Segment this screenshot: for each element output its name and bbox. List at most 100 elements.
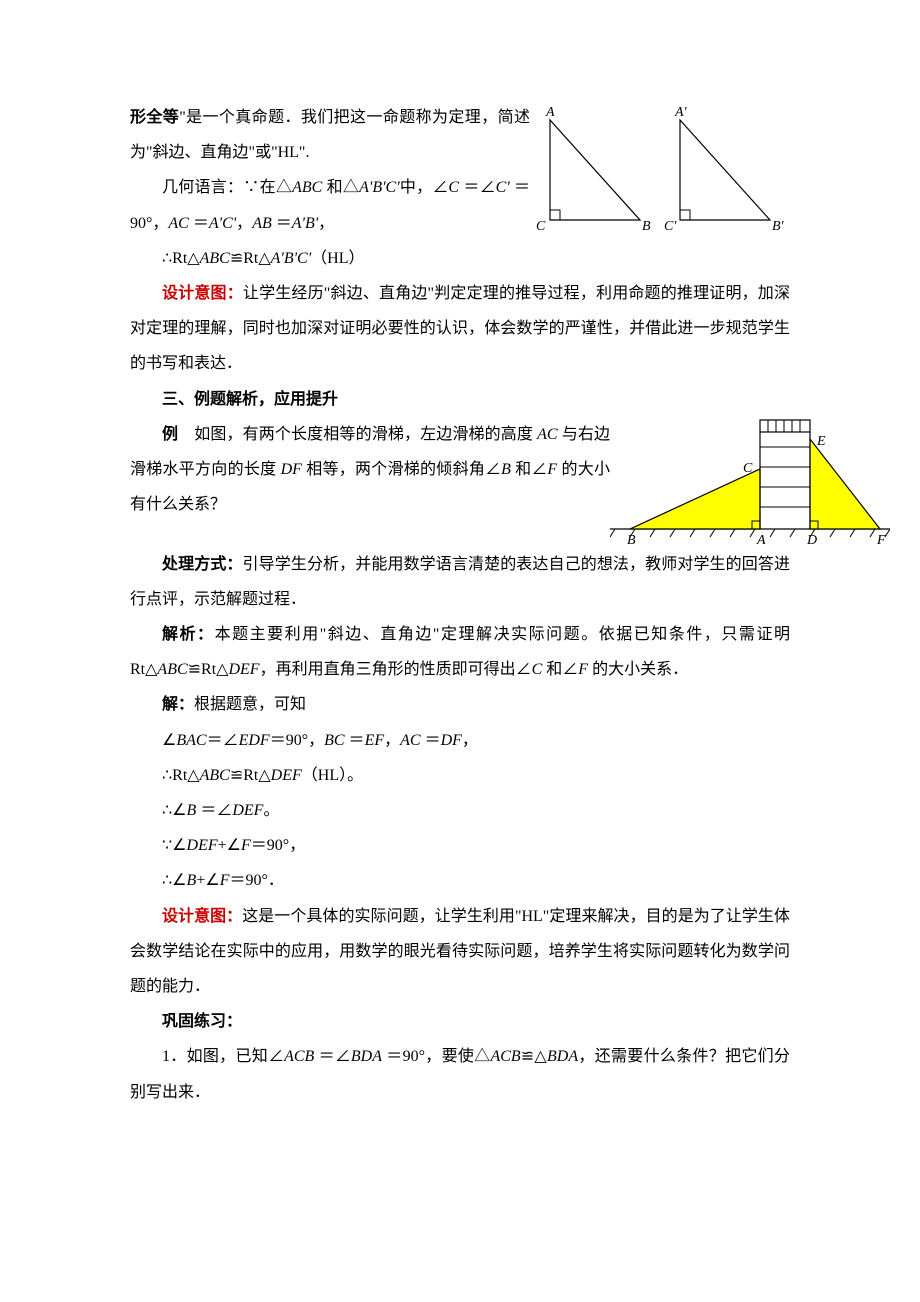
def: DEF: [187, 837, 218, 854]
t: ＝∠: [207, 732, 239, 749]
t: 。: [263, 802, 279, 819]
label-C: C: [536, 219, 546, 234]
figure-triangles: A B C A′ B′ C′: [530, 100, 790, 240]
bold-lead: 形全等: [130, 109, 179, 126]
t: 和∠: [542, 661, 578, 678]
t: 中，∠: [400, 179, 449, 196]
design-intent-label-2: 设计意图：: [162, 908, 242, 925]
para-analysis: 解析：本题主要利用"斜边、直角边"定理解决实际问题。依据已知条件，只需证明 Rt…: [130, 617, 790, 687]
t: ＝: [272, 215, 292, 232]
f: F: [220, 872, 230, 889]
example-lead: 例: [162, 426, 178, 443]
ac2: A'C': [209, 215, 236, 232]
t: ＝: [421, 732, 441, 749]
t: ＝90°，: [251, 837, 305, 854]
label-A2: A: [756, 533, 766, 547]
label-Bprime: B′: [772, 219, 785, 234]
c: C: [532, 661, 543, 678]
triangle-aprime: A′ B′ C′: [664, 105, 785, 234]
label-C2: C: [743, 461, 753, 476]
abc2: A'B'C': [359, 179, 399, 196]
ac: AC: [537, 426, 557, 443]
def: DEF: [271, 767, 302, 784]
acb: ACB: [284, 1048, 314, 1065]
t: ∴Rt△: [162, 250, 200, 267]
t: ≌△: [521, 1048, 547, 1065]
t: ∴∠: [162, 872, 187, 889]
t: ＝90°，要使△: [382, 1048, 490, 1065]
t: ＝∠: [314, 1048, 351, 1065]
ab2: A'B': [292, 215, 318, 232]
t: ＝∠: [196, 802, 232, 819]
bda2: BDA: [547, 1048, 578, 1065]
t: ，: [462, 732, 478, 749]
f: F: [547, 461, 557, 478]
t: 如图，有两个长度相等的滑梯，左边滑梯的高度: [178, 426, 537, 443]
label-E2: E: [816, 434, 826, 449]
solution-line4: ∵∠DEF+∠F＝90°，: [130, 828, 790, 863]
df: DF: [281, 461, 302, 478]
label-D2: D: [806, 533, 817, 547]
solution-label: 解：: [162, 696, 194, 713]
t: ∴∠: [162, 802, 187, 819]
bda: BDA: [351, 1048, 382, 1065]
df: DF: [441, 732, 462, 749]
t: （HL）: [311, 250, 364, 267]
label-B: B: [642, 219, 651, 234]
heading-practice: 巩固练习：: [130, 1004, 790, 1039]
t: ∴Rt△: [162, 767, 200, 784]
solution-line5: ∴∠B+∠F＝90°．: [130, 863, 790, 898]
para-theorem-rest: "是一个真命题．我们把这一命题称为定理，简述为"斜边、直角边"或"HL".: [130, 109, 530, 161]
t: 相等，两个滑梯的倾斜角∠: [302, 461, 501, 478]
t: +∠: [218, 837, 241, 854]
design-intent-label: 设计意图：: [162, 285, 243, 302]
abc: ABC: [200, 767, 230, 784]
t: ∵∠: [162, 837, 187, 854]
heading-examples-text: 三、例题解析，应用提升: [162, 391, 338, 408]
ab: AB: [252, 215, 272, 232]
label-B2: B: [627, 533, 636, 547]
t: ∠: [162, 732, 176, 749]
abc2: A'B'C': [271, 250, 311, 267]
para-practice-1: 1．如图，已知∠ACB ＝∠BDA ＝90°，要使△ACB≌△BDA，还需要什么…: [130, 1039, 790, 1109]
abc: ABC: [292, 179, 322, 196]
ac: AC: [168, 215, 188, 232]
t: ，: [384, 732, 400, 749]
solution-line3: ∴∠B ＝∠DEF。: [130, 793, 790, 828]
t: +∠: [196, 872, 219, 889]
label-F2: F: [876, 533, 886, 547]
c1: C: [448, 179, 459, 196]
figure-slides-wrap: B A C D E F: [610, 417, 840, 547]
page-content: A B C A′ B′ C′ 形全等"是一个真命题．我们把这一命题称为定理，简述…: [130, 100, 790, 1110]
t: 和△: [322, 179, 359, 196]
c2: C': [496, 179, 510, 196]
figure-triangles-wrap: A B C A′ B′ C′: [530, 100, 790, 250]
figure-slides: B A C D E F: [610, 417, 890, 547]
para-design-intent-1: 设计意图：让学生经历"斜边、直角边"判定定理的推导过程，利用命题的推理证明，加深…: [130, 276, 790, 382]
edf: EDF: [239, 732, 270, 749]
triangle-abc: A B C: [536, 105, 651, 234]
para-handling: 处理方式：引导学生分析，并能用数学语言清楚的表达自己的想法，教师对学生的回答进行…: [130, 547, 790, 617]
label-Aprime: A′: [674, 105, 688, 120]
def: DEF: [228, 661, 259, 678]
acb2: ACB: [490, 1048, 520, 1065]
t: ≌Rt△: [230, 767, 271, 784]
t: ≌Rt△: [230, 250, 271, 267]
def: DEF: [232, 802, 263, 819]
t: 1．如图，已知∠: [162, 1048, 284, 1065]
left-slide: [630, 469, 760, 529]
b: B: [187, 802, 197, 819]
ladder-rungs: [760, 447, 810, 507]
ef: EF: [365, 732, 385, 749]
t: 几何语言：∵在△: [162, 179, 292, 196]
t: （HL）。: [302, 767, 363, 784]
t: ＝∠: [459, 179, 496, 196]
t: ＝90°，: [270, 732, 324, 749]
t: 的大小关系．: [588, 661, 688, 678]
bac: BAC: [176, 732, 206, 749]
t: ＝: [189, 215, 209, 232]
b: B: [501, 461, 511, 478]
solution-line1: ∠BAC＝∠EDF＝90°，BC ＝EF，AC ＝DF，: [130, 723, 790, 758]
ground-hatch: [610, 529, 890, 537]
ac: AC: [400, 732, 420, 749]
